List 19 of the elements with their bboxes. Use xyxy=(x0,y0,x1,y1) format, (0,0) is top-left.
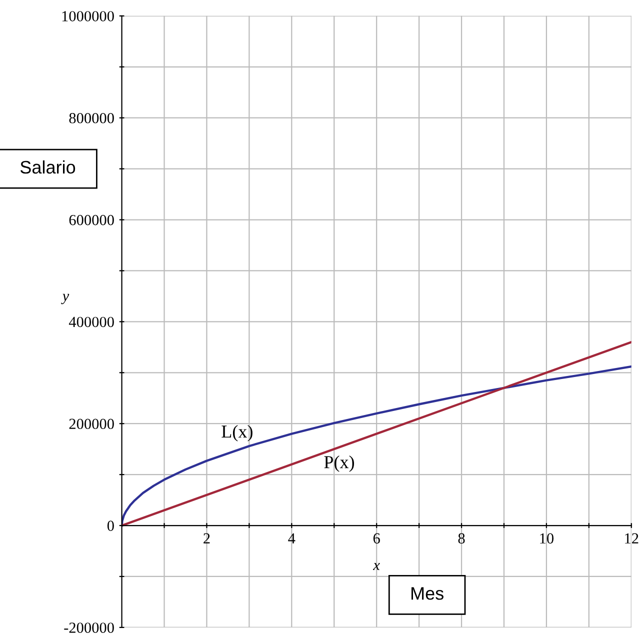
x-tick-label: 12 xyxy=(625,533,638,544)
y-tick-label: 1000000 xyxy=(62,11,114,22)
y-tick-label: -200000 xyxy=(64,622,114,633)
x-tick-label: 10 xyxy=(540,533,554,544)
annotation: L(x) xyxy=(222,424,252,442)
text: Salario xyxy=(20,160,76,174)
y-tick-label: 600000 xyxy=(69,214,114,226)
annotation: P(x) xyxy=(324,456,354,472)
y-tick-label: 800000 xyxy=(69,112,114,124)
annotation: Mes xyxy=(412,587,444,600)
x-tick-label: 6 xyxy=(373,533,380,544)
y-axis-title: y xyxy=(61,294,70,304)
y-tick-label: 400000 xyxy=(68,316,114,328)
x-axis-title: x xyxy=(373,562,380,570)
x-tick-label: 2 xyxy=(204,533,210,544)
x-tick-label: 8 xyxy=(458,533,465,544)
x-tick-label: 4 xyxy=(288,533,296,544)
y-tick-label: 200000 xyxy=(69,418,114,430)
y-tick-label: 0 xyxy=(107,520,114,531)
